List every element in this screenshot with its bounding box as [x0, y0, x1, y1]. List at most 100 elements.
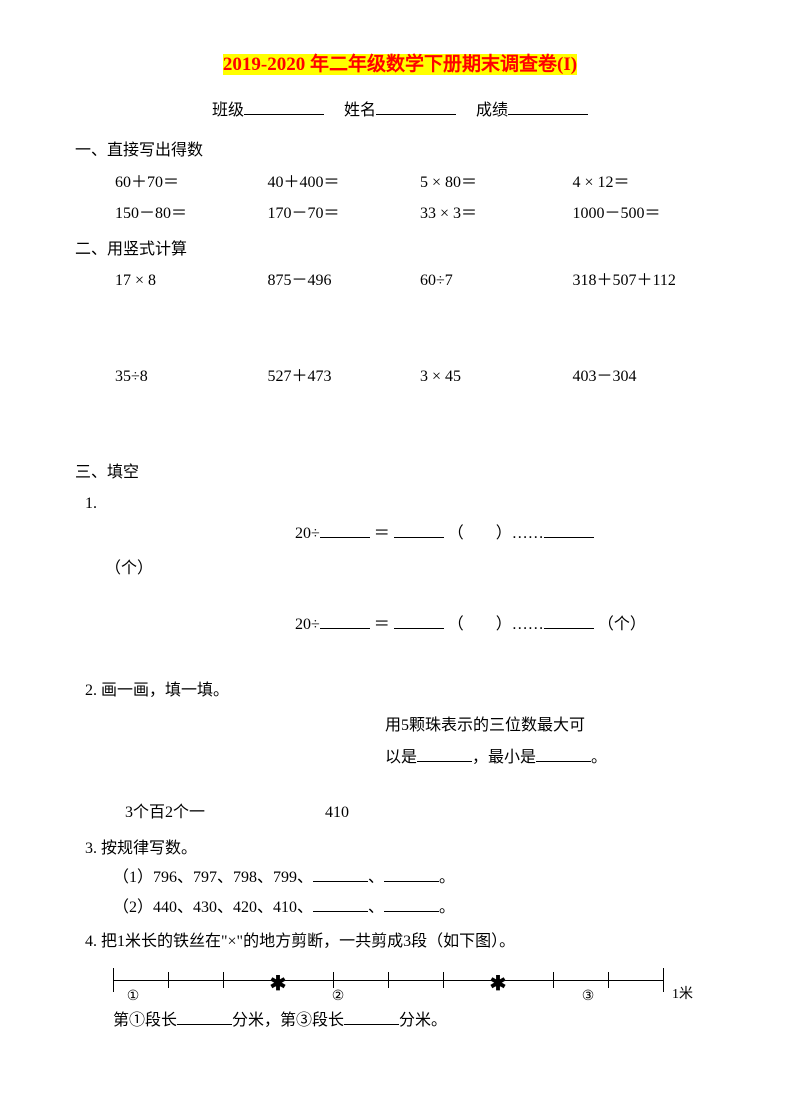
s1-r2-c: 33 × 3＝ — [420, 201, 573, 227]
q3-2-lb: 410 — [325, 800, 349, 826]
blank — [344, 1009, 399, 1025]
q3-1-unit1: （个） — [105, 556, 725, 582]
t: 。 — [439, 869, 455, 886]
q3-2: 2. 画一画，填一填。 — [85, 678, 725, 704]
ruler-end-label: 1米 — [672, 984, 693, 1006]
tick — [223, 972, 224, 988]
tick — [443, 972, 444, 988]
blank — [384, 896, 439, 912]
q3-3-title: 按规律写数。 — [101, 840, 197, 857]
tick — [113, 968, 114, 992]
q3-1-prefix2: 20÷ — [295, 616, 320, 633]
s2-r2-c: 3 × 45 — [420, 364, 573, 390]
class-label: 班级 — [212, 102, 244, 119]
q3-4-title: 把1米长的铁丝在"×"的地方剪断，一共剪成3段（如下图）。 — [101, 933, 515, 950]
blank — [417, 746, 472, 762]
blank — [536, 746, 591, 762]
q3-1-num: 1. — [85, 491, 725, 517]
s1-row2: 150－80＝ 170－70＝ 33 × 3＝ 1000－500＝ — [75, 201, 725, 227]
t: 。 — [591, 749, 607, 766]
ruler-label-1: ① — [127, 986, 140, 1008]
s2-r1-d: 318＋507＋112 — [573, 268, 726, 294]
q3-2-bottom: 3个百2个一 410 — [75, 800, 725, 826]
q3-1-eq1: 20÷ ＝ （ ）…… — [75, 521, 725, 547]
t: 分米。 — [399, 1012, 447, 1029]
blank — [544, 613, 594, 629]
s2-row2: 35÷8 527＋473 3 × 45 403－304 — [75, 364, 725, 390]
t: （1）796、797、798、799、 — [113, 869, 313, 886]
blank — [544, 522, 594, 538]
title-text: 2019-2020 年二年级数学下册期末调查卷(I) — [223, 54, 577, 75]
x-mark-2: ✱ — [490, 968, 507, 1000]
score-blank — [508, 99, 588, 115]
s2-r1-a: 17 × 8 — [115, 268, 268, 294]
q3-2-right-b: 以是 ，最小是 。 — [75, 745, 725, 771]
q3-4-num: 4. — [85, 933, 97, 950]
tick — [663, 968, 664, 992]
q3-2-right-a: 用5颗珠表示的三位数最大可 — [75, 713, 725, 739]
s1-r1-c: 5 × 80＝ — [420, 170, 573, 196]
blank — [394, 522, 444, 538]
q3-2-num: 2. — [85, 682, 97, 699]
q3-1-paren2: （ ）…… — [448, 616, 544, 633]
q3-1-prefix: 20÷ — [295, 525, 320, 542]
blank — [177, 1009, 232, 1025]
blank — [384, 866, 439, 882]
t: 分米，第③段长 — [232, 1012, 344, 1029]
q3-2-title: 画一画，填一填。 — [101, 682, 229, 699]
t: （2）440、430、420、410、 — [113, 899, 313, 916]
tick — [388, 972, 389, 988]
q3-3-sub1: （1）796、797、798、799、 、 。 — [75, 865, 725, 891]
q3-1-mid: ＝ — [374, 525, 390, 542]
t: 以是 — [385, 749, 417, 766]
ruler-label-2: ② — [332, 986, 345, 1008]
header-line: 班级 姓名 成绩 — [75, 98, 725, 124]
q3-3-sub2: （2）440、430、420、410、 、 。 — [75, 895, 725, 921]
q3-1-eq2: 20÷ ＝ （ ）…… （个） — [75, 612, 725, 638]
s2-r2-d: 403－304 — [573, 364, 726, 390]
tick — [168, 972, 169, 988]
q3-1-mid2: ＝ — [374, 616, 390, 633]
section-1-heading: 一、直接写出得数 — [75, 138, 725, 164]
s2-row1: 17 × 8 875－496 60÷7 318＋507＋112 — [75, 268, 725, 294]
q3-1-paren: （ ）…… — [448, 525, 544, 542]
t: 第①段长 — [113, 1012, 177, 1029]
t: ，最小是 — [472, 749, 536, 766]
t: 、 — [368, 899, 384, 916]
score-label: 成绩 — [476, 102, 508, 119]
q3-3: 3. 按规律写数。 — [85, 836, 725, 862]
s1-r1-d: 4 × 12＝ — [573, 170, 726, 196]
blank — [320, 522, 370, 538]
section-2-heading: 二、用竖式计算 — [75, 237, 725, 263]
blank — [313, 866, 368, 882]
t: 、 — [368, 869, 384, 886]
section-3-heading: 三、填空 — [75, 460, 725, 486]
q3-4-line: 第①段长 分米，第③段长 分米。 — [75, 1008, 725, 1034]
blank — [320, 613, 370, 629]
s2-r2-b: 527＋473 — [268, 364, 421, 390]
s1-r2-b: 170－70＝ — [268, 201, 421, 227]
name-blank — [376, 99, 456, 115]
q3-1-unit2: （个） — [598, 616, 646, 633]
s2-r1-c: 60÷7 — [420, 268, 573, 294]
t: 。 — [439, 899, 455, 916]
s1-r1-b: 40＋400＝ — [268, 170, 421, 196]
s1-r2-a: 150－80＝ — [115, 201, 268, 227]
q3-3-num: 3. — [85, 840, 97, 857]
blank — [394, 613, 444, 629]
q3-2-la: 3个百2个一 — [125, 800, 325, 826]
s1-row1: 60＋70＝ 40＋400＝ 5 × 80＝ 4 × 12＝ — [75, 170, 725, 196]
x-mark-1: ✱ — [270, 968, 287, 1000]
class-blank — [244, 99, 324, 115]
s2-r1-b: 875－496 — [268, 268, 421, 294]
s1-r1-a: 60＋70＝ — [115, 170, 268, 196]
name-label: 姓名 — [344, 102, 376, 119]
tick — [553, 972, 554, 988]
page-title: 2019-2020 年二年级数学下册期末调查卷(I) — [75, 50, 725, 80]
ruler-label-3: ③ — [582, 986, 595, 1008]
s2-r2-a: 35÷8 — [115, 364, 268, 390]
blank — [313, 896, 368, 912]
ruler-diagram: ✱ ✱ ① ② ③ 1米 — [113, 962, 693, 1002]
q3-4: 4. 把1米长的铁丝在"×"的地方剪断，一共剪成3段（如下图）。 — [85, 929, 725, 955]
tick — [608, 972, 609, 988]
